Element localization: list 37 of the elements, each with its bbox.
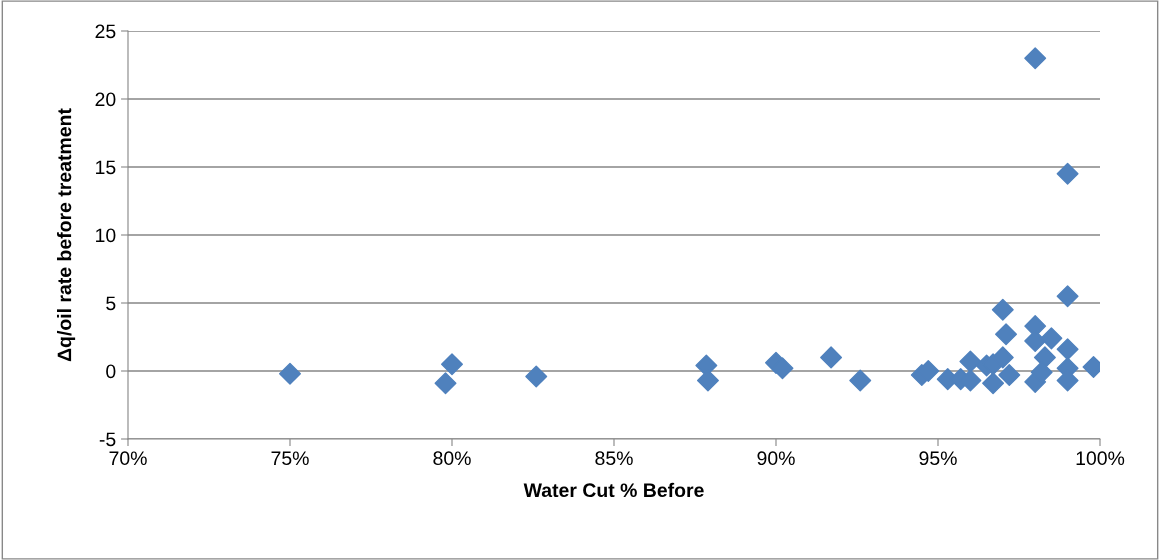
point <box>1056 285 1079 308</box>
y-tick-label: 25 <box>95 24 116 39</box>
point <box>959 350 982 373</box>
x-tick-label: 95% <box>919 451 957 466</box>
point <box>998 364 1021 387</box>
x-axis-title: Water Cut % Before <box>523 482 704 498</box>
point <box>849 369 872 392</box>
point <box>434 372 457 395</box>
point <box>991 346 1014 369</box>
point <box>441 353 463 376</box>
point <box>995 323 1018 346</box>
x-tick-label: 80% <box>433 451 471 466</box>
x-tick-label: 75% <box>271 451 309 466</box>
point <box>1056 162 1079 185</box>
point <box>695 354 718 377</box>
point <box>525 365 548 388</box>
x-tick-label: 100% <box>1076 451 1125 466</box>
y-tick-label: 20 <box>95 92 116 107</box>
x-tick-label: 90% <box>757 451 795 466</box>
y-tick-label: 5 <box>106 296 116 311</box>
x-tick-label: 85% <box>595 451 633 466</box>
point <box>991 298 1014 321</box>
point <box>279 362 301 385</box>
y-tick-label: -5 <box>99 432 116 447</box>
point <box>1024 330 1047 353</box>
point <box>1040 327 1063 350</box>
point <box>696 369 719 392</box>
point <box>1030 361 1053 384</box>
point <box>1024 47 1047 70</box>
point <box>982 372 1005 395</box>
point <box>820 346 843 369</box>
y-axis-title: Δq/oil rate before treatment <box>57 108 76 362</box>
x-tick-label: 70% <box>109 451 147 466</box>
y-tick-label: 10 <box>96 228 116 243</box>
point <box>1056 338 1079 361</box>
y-tick-label: 0 <box>106 364 116 379</box>
y-tick-label: 15 <box>96 160 116 175</box>
